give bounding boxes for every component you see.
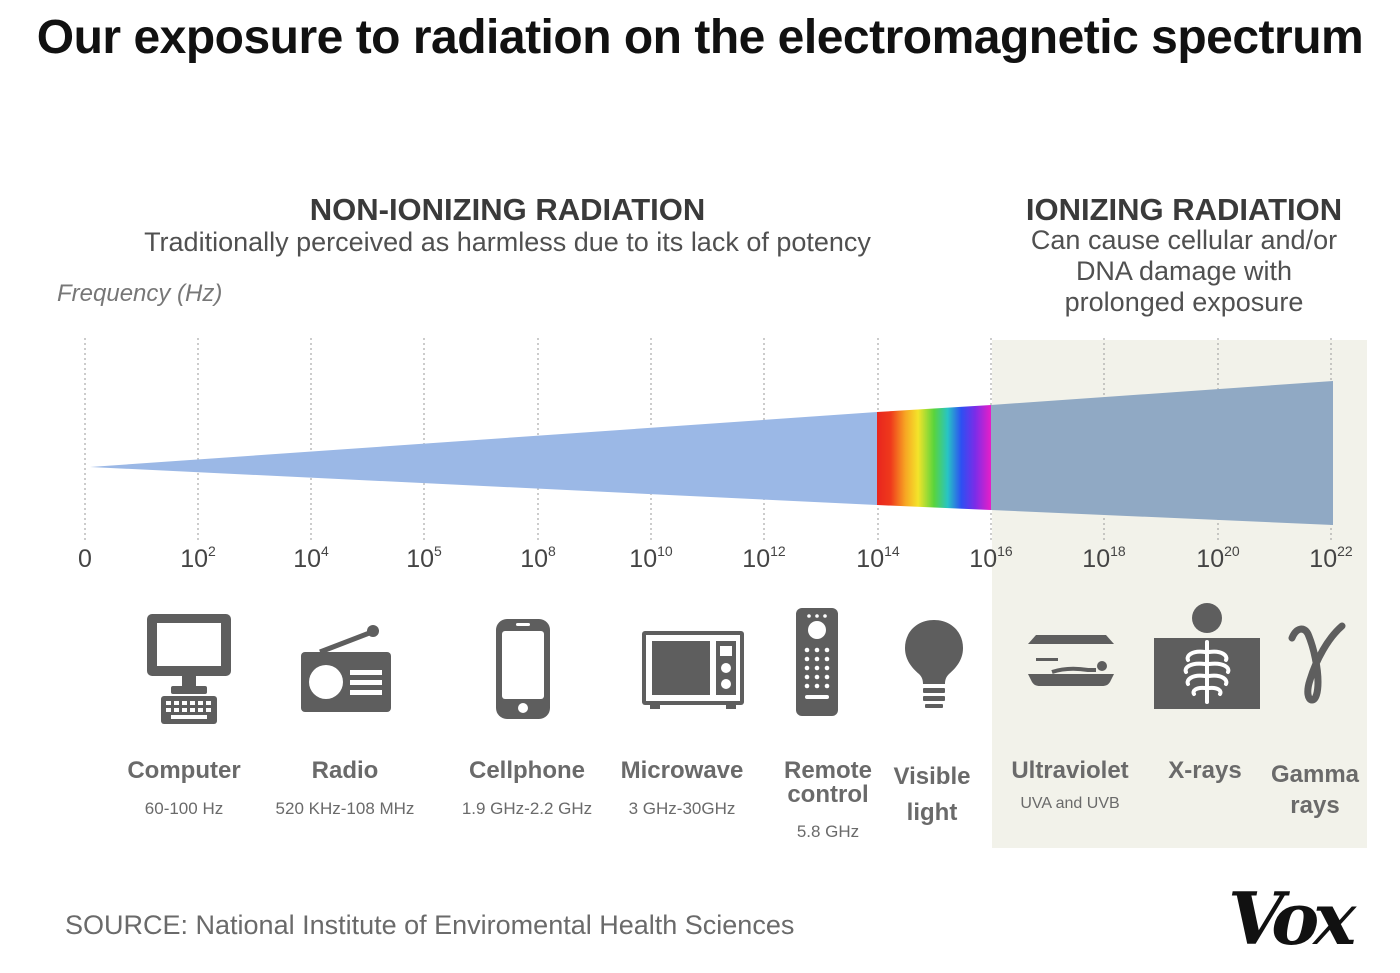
tick-label: 1012 [709, 543, 819, 574]
tick-base: 10 [629, 545, 658, 573]
item-label-line: control [787, 781, 869, 808]
tick-base: 10 [180, 545, 208, 573]
item-label-microwave: Microwave [620, 757, 744, 784]
tick-exponent: 5 [434, 543, 442, 559]
tick-label: 1020 [1163, 543, 1273, 574]
tick-base: 10 [1082, 545, 1111, 573]
item-label-gamma-rays: Gamma rays [1235, 759, 1395, 821]
item-range-computer: 60-100 Hz [144, 799, 224, 818]
tick-base: 10 [1309, 545, 1338, 573]
item-label-line: rays [1290, 792, 1340, 819]
tick-base: 10 [520, 545, 548, 573]
tick-label: 108 [483, 543, 593, 574]
tick-label: 1014 [823, 543, 933, 574]
item-range-remote-control: 5.8 GHz [796, 822, 860, 841]
tick-exponent: 14 [884, 543, 900, 559]
item-label-computer: Computer [127, 757, 241, 784]
tick-label: 1018 [1049, 543, 1159, 574]
item-label-line: Remote [783, 757, 873, 784]
item-label-remote-control: Remote control [748, 759, 908, 807]
remote-control-icon [796, 608, 838, 716]
ionizing-heading: IONIZING RADIATION [1025, 192, 1343, 227]
tick-exponent: 18 [1110, 543, 1126, 559]
tick-label: 1022 [1276, 543, 1386, 574]
source-note: SOURCE: National Institute of Enviroment… [65, 910, 795, 940]
tick-base: 10 [969, 545, 998, 573]
tick-exponent: 12 [770, 543, 786, 559]
tick-base: 10 [742, 545, 771, 573]
tick-base: 0 [78, 545, 92, 573]
tick-base: 10 [856, 545, 885, 573]
visible-light-band [877, 405, 991, 510]
frequency-axis-label: Frequency (Hz) [57, 280, 223, 307]
microwave-icon [642, 631, 744, 709]
tick-label: 104 [256, 543, 366, 574]
xray-icon [1154, 603, 1260, 709]
tick-exponent: 16 [997, 543, 1013, 559]
light-bulb-icon [905, 620, 963, 708]
tick-exponent: 8 [548, 543, 556, 559]
tick-exponent: 2 [208, 543, 216, 559]
item-range-radio: 520 KHz-108 MHz [275, 799, 415, 818]
ionizing-subtitle: Can cause cellular and/or DNA damage wit… [1000, 225, 1368, 318]
tanning-bed-icon [1028, 635, 1114, 686]
item-label-line: Gamma [1270, 761, 1360, 788]
item-label-xrays: X-rays [1168, 757, 1242, 784]
tick-exponent: 10 [657, 543, 673, 559]
item-label-line: light [906, 799, 958, 826]
non-ionizing-heading: NON-IONIZING RADIATION [309, 192, 706, 227]
tick-label: 0 [30, 545, 140, 574]
tick-label: 102 [143, 543, 253, 574]
ionizing-subtitle-line: Can cause cellular and/or [1030, 225, 1338, 255]
radio-icon [301, 625, 391, 712]
vox-logo: Vox [1228, 876, 1363, 960]
tick-label: 1010 [596, 543, 706, 574]
item-label-line: Visible [893, 763, 971, 790]
item-range-cellphone: 1.9 GHz-2.2 GHz [461, 799, 593, 818]
spectrum-graphic [84, 338, 1333, 540]
gamma-icon [1288, 622, 1346, 704]
tick-base: 10 [293, 545, 321, 573]
cellphone-icon [496, 619, 550, 719]
tick-exponent: 20 [1224, 543, 1240, 559]
item-label-cellphone: Cellphone [468, 757, 585, 784]
tick-label: 1016 [936, 543, 1046, 574]
item-range-microwave: 3 GHz-30GHz [628, 799, 736, 818]
item-label-radio: Radio [311, 757, 379, 784]
item-range-ultraviolet: UVA and UVB [1020, 795, 1120, 812]
ionizing-subtitle-line: DNA damage with [1075, 256, 1293, 286]
non-ionizing-subtitle: Traditionally perceived as harmless due … [144, 227, 871, 257]
tick-base: 10 [406, 545, 434, 573]
ionizing-band [991, 381, 1333, 525]
tick-exponent: 4 [321, 543, 329, 559]
item-label-visible-light: Visible light [852, 759, 1012, 831]
item-label-ultraviolet: Ultraviolet [1011, 757, 1129, 784]
computer-icon [147, 614, 231, 724]
tick-base: 10 [1196, 545, 1225, 573]
tick-exponent: 22 [1337, 543, 1353, 559]
svg-text:Vox: Vox [1228, 876, 1357, 960]
ionizing-subtitle-line: prolonged exposure [1064, 287, 1304, 317]
tick-label: 105 [369, 543, 479, 574]
non-ionizing-band [90, 412, 877, 505]
page-title: Our exposure to radiation on the electro… [36, 11, 1364, 64]
